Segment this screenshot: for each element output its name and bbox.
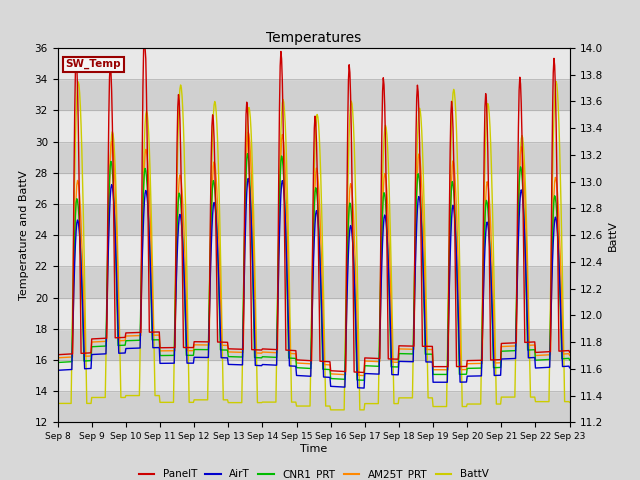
- Text: SW_Temp: SW_Temp: [65, 59, 121, 70]
- Bar: [58, 329, 570, 360]
- Bar: [58, 204, 570, 235]
- Bar: [58, 173, 570, 204]
- Legend: PanelT, AirT, CNR1_PRT, AM25T_PRT, BattV: PanelT, AirT, CNR1_PRT, AM25T_PRT, BattV: [134, 465, 493, 480]
- Y-axis label: BattV: BattV: [608, 220, 618, 251]
- Bar: [58, 110, 570, 142]
- Y-axis label: Temperature and BattV: Temperature and BattV: [19, 170, 29, 300]
- Bar: [58, 48, 570, 79]
- Bar: [58, 79, 570, 110]
- X-axis label: Time: Time: [300, 444, 327, 454]
- Bar: [58, 235, 570, 266]
- Bar: [58, 298, 570, 329]
- Title: Temperatures: Temperatures: [266, 32, 361, 46]
- Bar: [58, 391, 570, 422]
- Bar: [58, 266, 570, 298]
- Bar: [58, 142, 570, 173]
- Bar: [58, 360, 570, 391]
